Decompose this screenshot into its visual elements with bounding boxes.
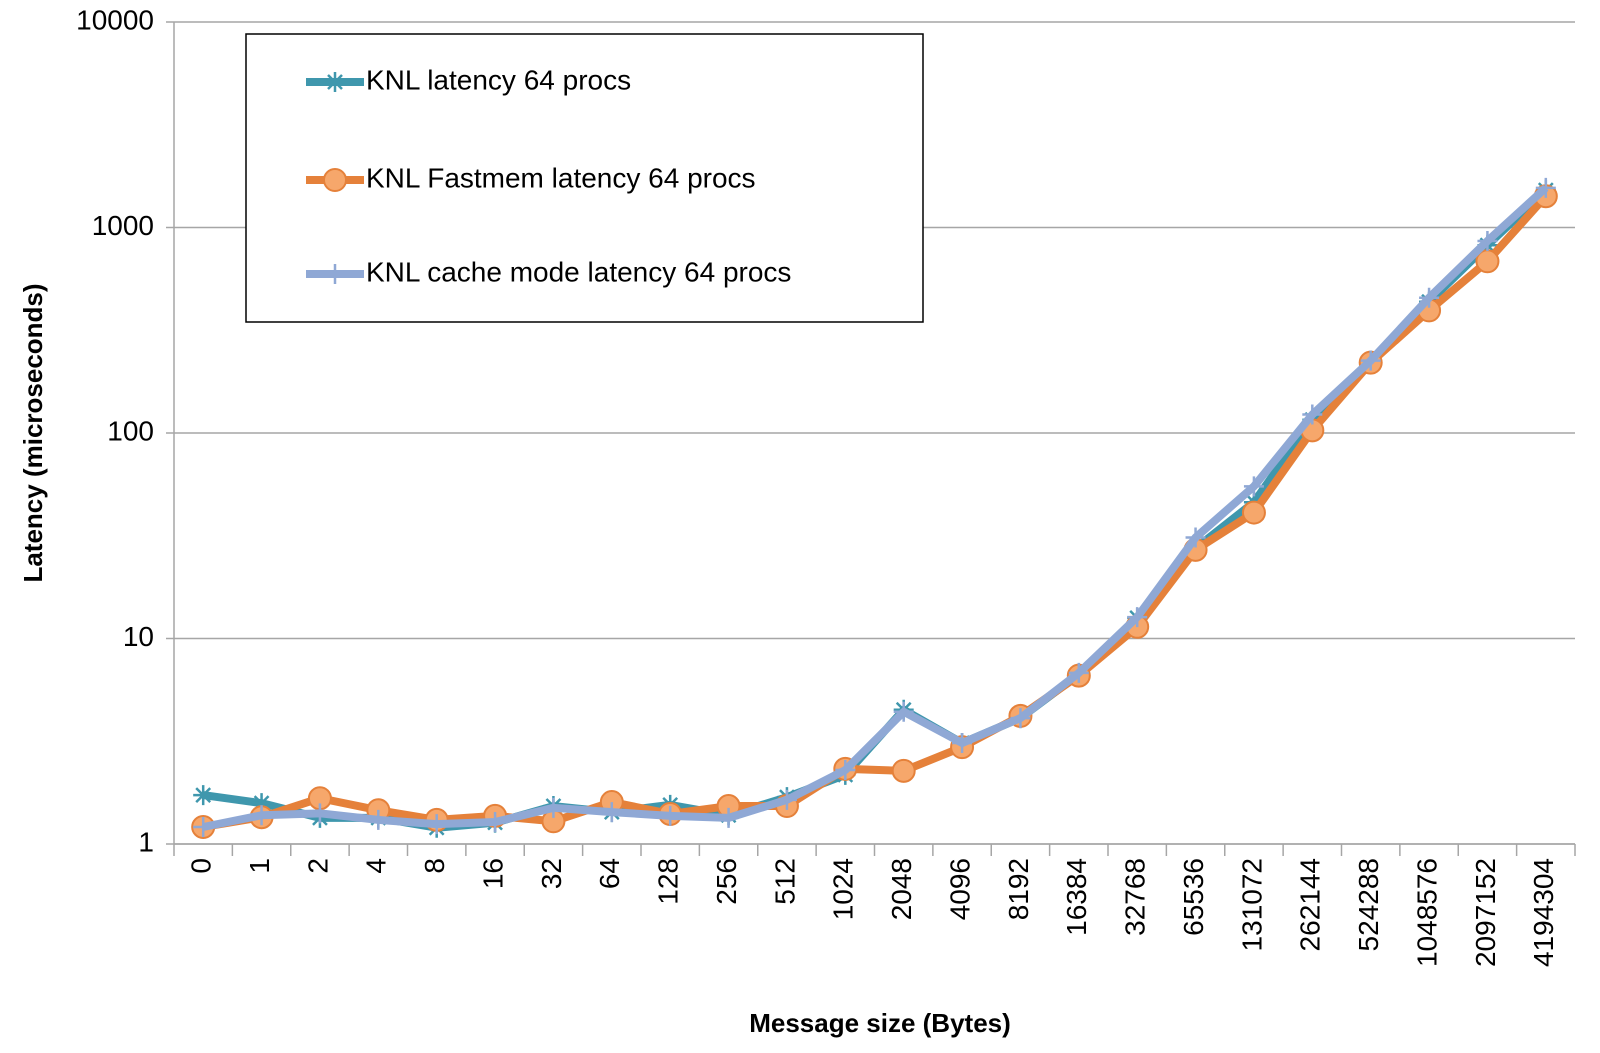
marker — [952, 733, 973, 754]
x-tick-label: 131072 — [1236, 858, 1267, 951]
x-tick-label: 512 — [769, 858, 800, 905]
x-tick-label: 2 — [302, 858, 333, 874]
legend-label: KNL cache mode latency 64 procs — [366, 256, 791, 287]
marker — [1302, 404, 1323, 425]
x-tick-label: 2048 — [886, 858, 917, 920]
marker — [1010, 708, 1031, 729]
marker — [1185, 527, 1206, 548]
marker-plus — [426, 814, 447, 835]
marker — [891, 758, 916, 783]
marker — [1127, 607, 1148, 628]
marker — [543, 797, 564, 818]
marker-plus — [1243, 476, 1264, 497]
x-tick-label: 32 — [536, 858, 567, 889]
legend: KNL latency 64 procs KNL Fastmem latency … — [245, 33, 924, 323]
marker-plus — [718, 807, 739, 828]
x-tick-label: 32768 — [1120, 858, 1151, 936]
marker — [251, 793, 272, 814]
y-tick-label: 100 — [107, 415, 154, 446]
marker-circle — [1241, 500, 1266, 525]
x-tick-label: 64 — [594, 858, 625, 889]
marker — [323, 168, 347, 192]
marker — [1243, 476, 1264, 497]
x-tick-label: 262144 — [1295, 858, 1326, 951]
marker-plus — [325, 264, 345, 284]
marker-star — [193, 785, 214, 806]
marker — [1535, 177, 1556, 198]
marker — [718, 807, 739, 828]
marker-plus — [835, 760, 856, 781]
legend-label: KNL latency 64 procs — [366, 64, 631, 95]
marker — [325, 264, 345, 284]
marker-plus — [1360, 350, 1381, 371]
marker-plus — [543, 797, 564, 818]
marker — [368, 809, 389, 830]
y-tick-label: 1 — [138, 826, 154, 857]
marker-plus — [193, 816, 214, 837]
marker-plus — [1127, 607, 1148, 628]
marker-plus — [368, 809, 389, 830]
marker-plus — [1419, 287, 1440, 308]
x-tick-label: 8 — [419, 858, 450, 874]
marker — [835, 760, 856, 781]
marker — [601, 802, 622, 823]
y-tick-label: 1000 — [92, 210, 154, 241]
marker — [776, 789, 797, 810]
x-tick-label: 128 — [653, 858, 684, 905]
x-tick-label: 524288 — [1353, 858, 1384, 951]
marker — [1241, 500, 1266, 525]
x-tick-label: 1 — [244, 858, 275, 874]
marker — [309, 803, 330, 824]
marker-star — [251, 793, 272, 814]
y-axis-title: Latency (microseconds) — [18, 283, 48, 582]
marker-plus — [1185, 527, 1206, 548]
marker-circle — [323, 168, 347, 192]
marker — [193, 785, 214, 806]
marker — [1419, 287, 1440, 308]
marker-plus — [601, 802, 622, 823]
x-tick-label: 16384 — [1061, 858, 1092, 936]
marker-plus — [1068, 662, 1089, 683]
marker-plus — [952, 733, 973, 754]
x-tick-label: 65536 — [1178, 858, 1209, 936]
marker-circle — [891, 758, 916, 783]
x-tick-label: 256 — [711, 858, 742, 905]
y-tick-label: 10000 — [76, 4, 154, 35]
x-tick-label: 8192 — [1003, 858, 1034, 920]
marker-plus — [660, 805, 681, 826]
marker-plus — [1302, 404, 1323, 425]
legend-label: KNL Fastmem latency 64 procs — [366, 162, 756, 193]
marker-plus — [1010, 708, 1031, 729]
marker — [1477, 230, 1498, 251]
x-tick-label: 0 — [186, 858, 217, 874]
marker — [660, 805, 681, 826]
marker — [325, 72, 345, 92]
marker — [1360, 350, 1381, 371]
x-tick-label: 16 — [477, 858, 508, 889]
marker — [426, 814, 447, 835]
marker-plus — [776, 789, 797, 810]
x-axis-title: Message size (Bytes) — [749, 1008, 1011, 1038]
y-tick-label: 10 — [123, 621, 154, 652]
marker — [485, 811, 506, 832]
x-tick-label: 4194304 — [1528, 858, 1559, 967]
marker-plus — [1477, 230, 1498, 251]
marker — [193, 816, 214, 837]
marker-plus — [309, 803, 330, 824]
marker — [1068, 662, 1089, 683]
marker — [251, 805, 272, 826]
marker-plus — [893, 701, 914, 722]
x-tick-label: 2097152 — [1470, 858, 1501, 967]
marker-star — [325, 72, 345, 92]
x-tick-label: 4 — [361, 858, 392, 874]
marker-plus — [1535, 177, 1556, 198]
marker-plus — [251, 805, 272, 826]
x-tick-label: 1024 — [828, 858, 859, 920]
marker — [893, 701, 914, 722]
x-tick-label: 1048576 — [1411, 858, 1442, 967]
marker-plus — [485, 811, 506, 832]
x-tick-label: 4096 — [944, 858, 975, 920]
